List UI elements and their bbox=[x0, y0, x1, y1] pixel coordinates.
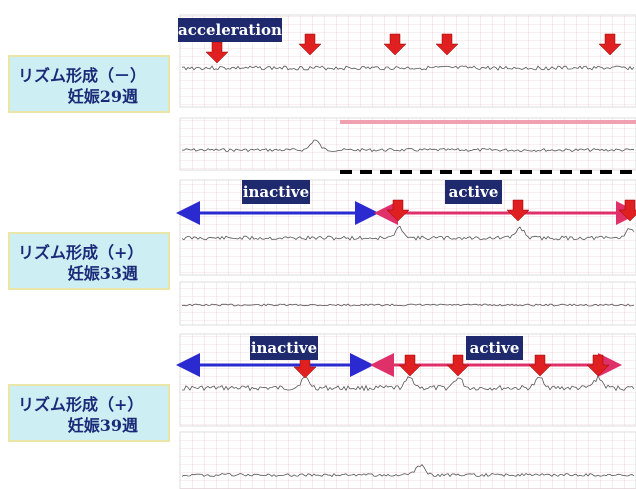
ctg-paper bbox=[180, 282, 636, 325]
ctg-strips bbox=[180, 15, 636, 489]
label-box: リズム形成（－）妊娠29週 bbox=[8, 55, 170, 113]
gestation-label: 妊娠39週 bbox=[68, 412, 138, 436]
label-box: リズム形成（+）妊娠33週 bbox=[8, 232, 170, 290]
inactive-tag: inactive bbox=[242, 180, 310, 204]
label-box: リズム形成（+）妊娠39週 bbox=[8, 384, 170, 442]
active-tag: active bbox=[466, 336, 523, 360]
figure: リズム形成（－）妊娠29週 リズム形成（+）妊娠33週 リズム形成（+）妊娠39… bbox=[0, 0, 636, 489]
ctg-paper bbox=[180, 334, 636, 426]
active-tag: active bbox=[445, 180, 502, 204]
gestation-label: 妊娠29週 bbox=[68, 83, 138, 107]
acceleration-tag: acceleration bbox=[178, 18, 282, 42]
inactive-tag: inactive bbox=[250, 336, 318, 360]
ctg-paper bbox=[180, 118, 636, 170]
gestation-label: 妊娠33週 bbox=[68, 260, 138, 284]
ctg-paper bbox=[180, 432, 636, 489]
